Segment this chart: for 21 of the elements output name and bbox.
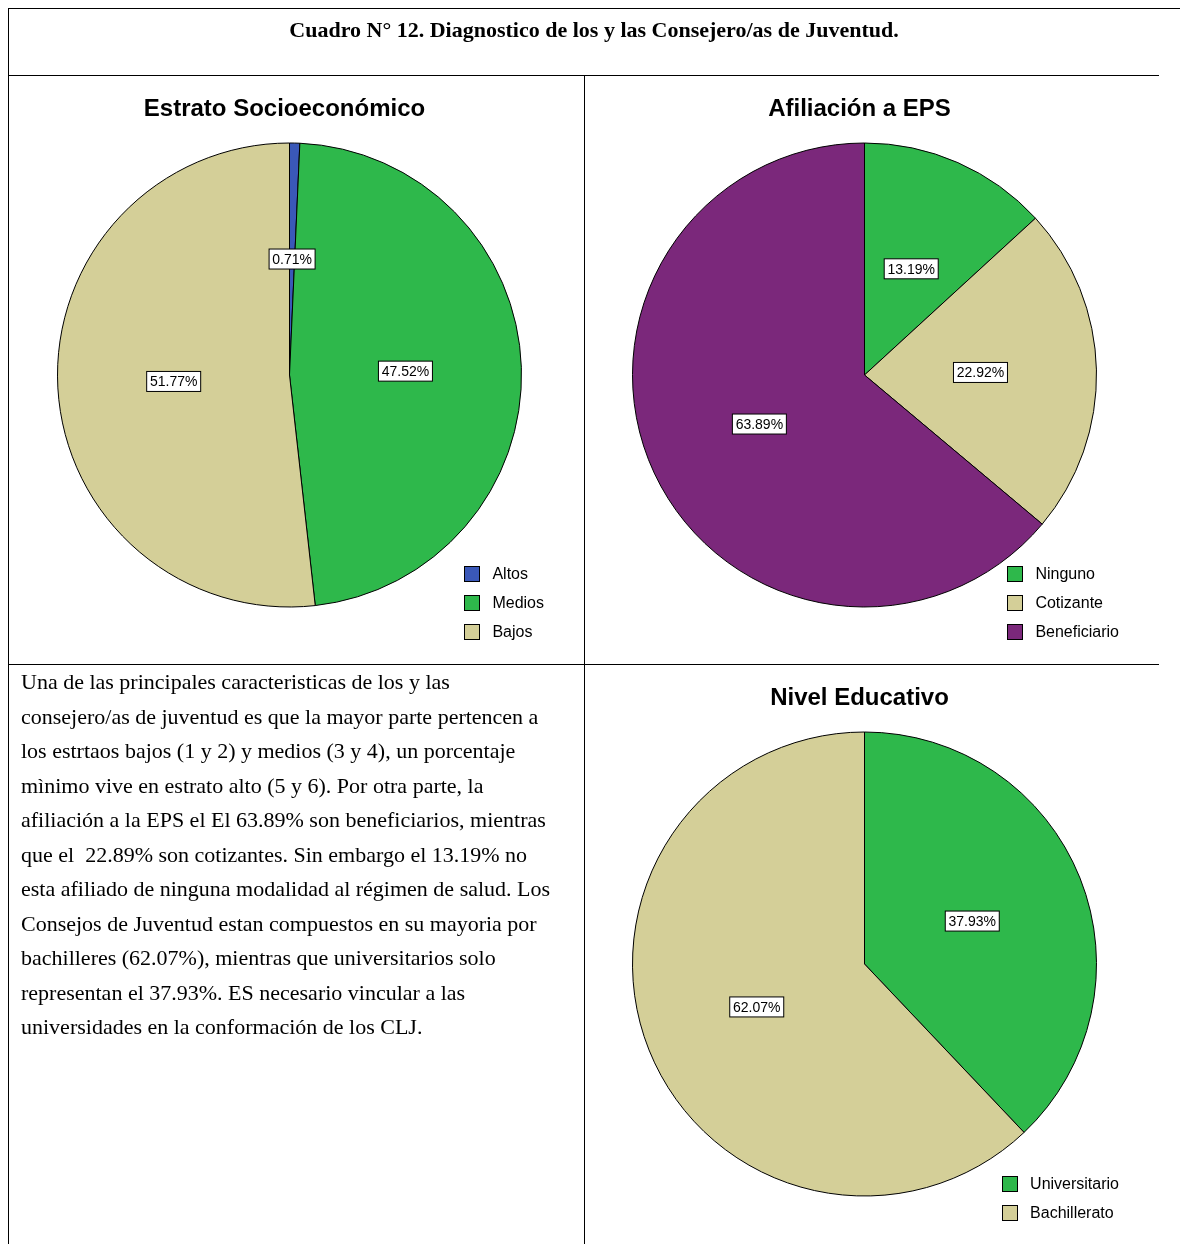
legend-label: Ninguno (1035, 564, 1095, 583)
legend-label: Altos (492, 564, 528, 583)
data-label: 22.92% (956, 364, 1005, 381)
data-label: 37.93% (948, 913, 996, 930)
data-label: 47.52% (381, 363, 430, 380)
legend-label: Universitario (1030, 1174, 1119, 1193)
chart-title: Nivel Educativo (769, 683, 950, 711)
data-label: 62.07% (733, 998, 781, 1015)
legend-label: Medios (492, 593, 544, 612)
data-label: 63.89% (735, 416, 784, 433)
data-label: 13.19% (887, 260, 935, 277)
chart-title: Afiliación a EPS (767, 94, 952, 122)
legend-label: Cotizante (1035, 593, 1103, 612)
legend-label: Beneficiario (1035, 622, 1119, 641)
text: Una de las principales caracteristicas de los y las consejero/as de juventud es que la mayor parte pertencen a los estrtaos bajos (1 y 2) y medios (3 y 4), un porcentaje mìnimo vive en estrato alto (5 y 6). Por otra parte, la afiliación a la EPS el El 63.89% son beneficiarios, mientras que el 22.89% son cotizantes. Sin embargo el 13.19% no esta afiliado de ninguna modalidad al régimen de salud. Los Consejos de Juventud estan compuestos en su mayoria por bachilleres (62.07%), mientras que universitarios solo representan el 37.93%. ES necesario vincular a las universidades en la conformación de los CLJ. (21, 669, 551, 1039)
data-label: 51.77% (149, 373, 198, 390)
text: Cuadro N° 12. Diagnostico de los y las Consejero/as de Juventud. (288, 17, 900, 43)
legend-label: Bajos (492, 622, 533, 641)
data-label: 0.71% (272, 251, 312, 268)
chart-title: Estrato Socioeconómico (142, 94, 427, 122)
legend-label: Bachillerato (1030, 1203, 1114, 1222)
